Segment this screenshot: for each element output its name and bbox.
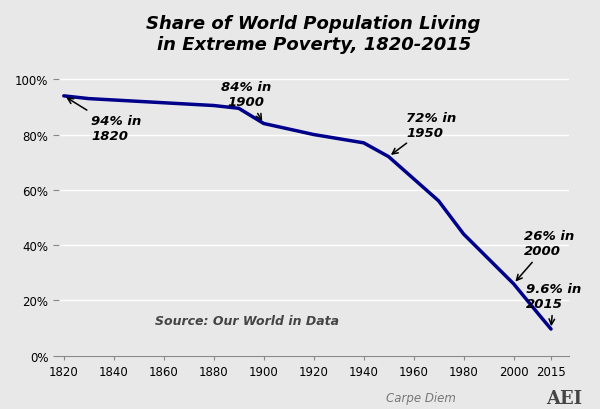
- Text: 26% in
2000: 26% in 2000: [517, 230, 574, 281]
- Text: Carpe Diem: Carpe Diem: [386, 391, 456, 404]
- Text: 84% in
1900: 84% in 1900: [221, 81, 271, 120]
- Text: 9.6% in
2015: 9.6% in 2015: [526, 282, 581, 325]
- Text: AEI: AEI: [546, 389, 582, 407]
- Text: Source: Our World in Data: Source: Our World in Data: [155, 314, 340, 327]
- Title: Share of World Population Living
in Extreme Poverty, 1820-2015: Share of World Population Living in Extr…: [146, 15, 481, 54]
- Text: 94% in
1820: 94% in 1820: [68, 99, 142, 143]
- Text: 72% in
1950: 72% in 1950: [392, 111, 457, 155]
